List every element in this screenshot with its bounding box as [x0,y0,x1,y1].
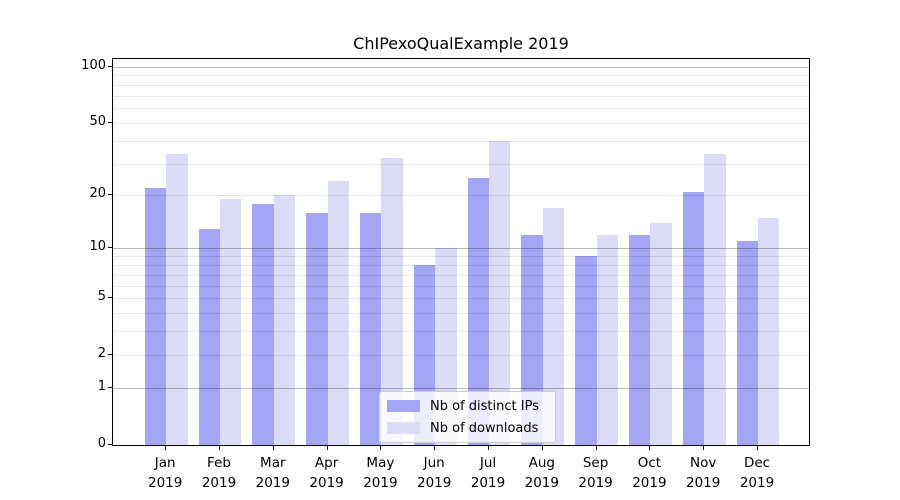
bar-sep-downloads [596,234,618,445]
major-gridline-100 [113,66,809,68]
bar-jan-downloads [166,153,188,445]
x-tick-label-jan: Jan 2019 [148,455,183,491]
bar-dec-distinct-ips [736,241,758,445]
y-tick-mark [108,194,112,196]
x-tick-label-dec: Dec 2019 [739,455,775,491]
minor-gridline-40 [113,140,809,142]
minor-gridline-7 [113,274,809,276]
minor-gridline-80 [113,84,809,86]
minor-gridline-50 [113,122,809,124]
y-tick-mark [108,353,112,355]
bar-feb-distinct-ips [198,228,220,445]
bar-oct-distinct-ips [629,234,651,445]
y-tick-mark [108,444,112,445]
bar-feb-downloads [220,199,242,445]
minor-gridline-3 [113,331,809,333]
x-tick-label-mar: Mar 2019 [255,455,290,491]
minor-gridline-9 [113,256,809,258]
legend-swatch-distinct-ips [387,400,420,412]
legend-label-distinct-ips: Nb of distinct IPs [430,398,539,414]
y-tick-label-10: 10 [89,239,106,255]
minor-gridline-4 [113,313,809,315]
bar-sep-distinct-ips [575,256,597,445]
minor-gridline-5 [113,298,809,300]
x-tick-mark-apr [326,446,328,450]
x-tick-mark-nov [703,446,705,450]
y-tick-label-5: 5 [97,289,106,305]
minor-gridline-20 [113,195,809,197]
legend-item-distinct-ips: Nb of distinct IPs [387,395,549,417]
x-tick-label-apr: Apr 2019 [309,455,344,491]
major-gridline-10 [113,248,809,250]
major-gridline-1 [113,388,809,390]
y-tick-label-20: 20 [89,186,106,202]
x-tick-label-nov: Nov 2019 [686,455,721,491]
legend-label-downloads: Nb of downloads [430,420,539,436]
chart-title: ChIPexoQualExample 2019 [353,34,569,53]
bar-jul-downloads [489,140,511,445]
y-tick-label-0: 0 [97,436,106,451]
y-tick-mark [108,121,112,123]
y-tick-label-2: 2 [97,345,106,361]
minor-gridline-30 [113,163,809,165]
y-tick-label-1: 1 [97,379,106,395]
x-tick-mark-jun [434,446,436,450]
x-tick-mark-aug [541,446,543,450]
bar-oct-downloads [650,223,672,445]
x-tick-label-sep: Sep 2019 [578,455,613,491]
minor-gridline-70 [113,95,809,97]
plot-area: Nb of distinct IPs Nb of downloads [112,58,810,446]
bar-dec-downloads [758,217,780,445]
minor-gridline-8 [113,264,809,266]
bar-aug-downloads [542,208,565,445]
bar-mar-downloads [273,195,296,445]
x-tick-mark-oct [649,446,651,450]
x-tick-label-may: May 2019 [363,455,398,491]
bar-jan-distinct-ips [144,188,167,445]
minor-gridline-60 [113,108,809,110]
x-tick-mark-mar [272,446,274,450]
bar-nov-downloads [704,153,726,445]
bar-apr-distinct-ips [306,212,328,445]
bar-may-downloads [381,158,403,445]
legend-item-downloads: Nb of downloads [387,417,549,439]
y-tick-label-50: 50 [89,113,106,129]
x-tick-mark-sep [595,446,597,450]
bar-may-distinct-ips [360,212,382,445]
x-tick-mark-jul [488,446,489,450]
x-tick-mark-jan [165,446,167,450]
legend: Nb of distinct IPs Nb of downloads [379,391,556,443]
y-tick-mark [108,387,112,389]
x-tick-mark-may [380,446,382,450]
y-tick-mark [108,297,112,299]
bar-apr-downloads [327,181,349,445]
minor-gridline-90 [113,75,809,77]
minor-gridline-6 [113,285,809,287]
x-tick-mark-dec [757,446,758,450]
x-tick-label-oct: Oct 2019 [632,455,667,491]
bar-mar-distinct-ips [252,203,274,445]
x-tick-label-aug: Aug 2019 [524,455,559,491]
x-tick-label-jun: Jun 2019 [417,455,452,491]
bar-nov-distinct-ips [682,191,705,445]
x-tick-label-feb: Feb 2019 [201,455,237,491]
y-tick-mark [108,65,112,67]
x-tick-label-jul: Jul 2019 [470,455,506,491]
legend-swatch-downloads [387,422,420,434]
x-tick-mark-feb [219,446,220,450]
minor-gridline-2 [113,354,809,356]
y-tick-mark [108,247,112,249]
y-tick-label-100: 100 [81,57,106,73]
bar-jul-distinct-ips [467,177,489,445]
